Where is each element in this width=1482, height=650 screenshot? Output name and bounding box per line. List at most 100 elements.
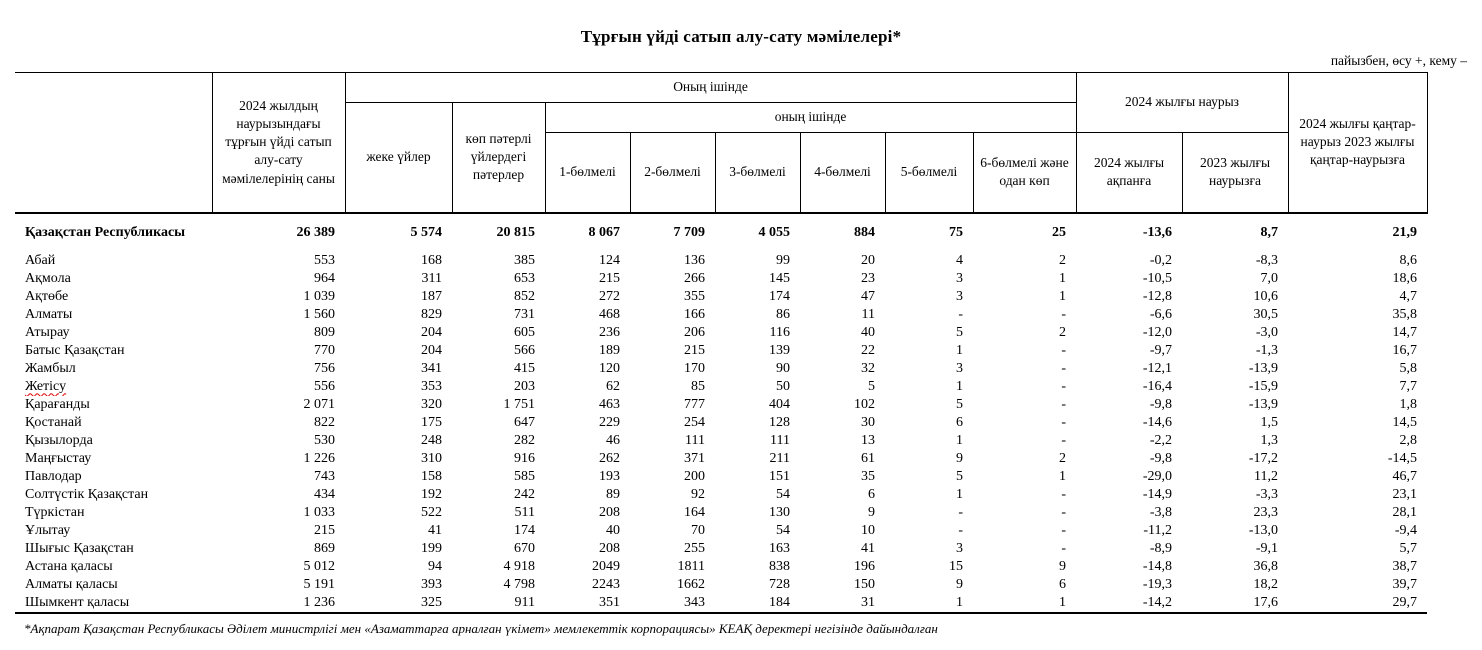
region-name: Абай	[25, 252, 56, 268]
value-cell: 54	[776, 522, 790, 538]
value-cell: 4	[956, 252, 963, 268]
value-cell: 23	[861, 270, 875, 286]
value-cell: -	[1061, 432, 1067, 448]
value-cell: 320	[421, 396, 442, 412]
value-cell: -9,8	[1149, 450, 1173, 466]
value-cell: 193	[599, 468, 620, 484]
table-row: Шымкент қаласы 1 236 325 911 351 343 184 31 1 1 -1…	[15, 593, 1428, 614]
value-cell: 1	[1059, 288, 1067, 304]
value-cell: 10,6	[1253, 288, 1279, 304]
value-cell: 1 751	[503, 396, 536, 412]
value-cell: -2,2	[1149, 432, 1173, 448]
value-cell: 187	[421, 288, 442, 304]
value-cell: 647	[514, 414, 535, 430]
value-cell: 5	[956, 468, 963, 484]
value-cell: 770	[314, 342, 335, 358]
value-cell: 3	[956, 360, 963, 376]
value-cell: 351	[545, 593, 630, 614]
value-cell: 86	[776, 306, 790, 322]
value-cell: 151	[769, 468, 790, 484]
value-cell: -3,3	[1255, 486, 1279, 502]
value-cell: 341	[421, 360, 442, 376]
value-cell: 25	[973, 211, 1077, 252]
header-march-2024: 2024 жылғы наурыз	[1075, 72, 1289, 133]
header-to-feb-2024: 2024 жылғы ақпанға	[1075, 132, 1183, 213]
value-cell: 2049	[592, 558, 620, 574]
value-cell: 272	[599, 288, 620, 304]
value-cell: 17,6	[1182, 593, 1289, 614]
value-cell: 2243	[592, 576, 620, 592]
value-cell: 5 191	[303, 576, 336, 592]
value-cell: 7,0	[1260, 270, 1279, 286]
region-name: Қарағанды	[25, 396, 90, 412]
value-cell: 38,7	[1392, 558, 1418, 574]
value-cell: 89	[606, 486, 620, 502]
header-region	[15, 72, 213, 213]
value-cell: 511	[514, 504, 535, 520]
value-cell: 145	[769, 270, 790, 286]
value-cell: 522	[421, 504, 442, 520]
value-cell: -14,5	[1387, 450, 1418, 466]
header-of-which-inner: оның ішінде	[544, 102, 1077, 133]
value-cell: -14,6	[1142, 414, 1173, 430]
value-cell: 208	[599, 504, 620, 520]
value-cell: 1	[956, 342, 963, 358]
value-cell: 6	[868, 486, 875, 502]
value-cell: 311	[421, 270, 442, 286]
region-name: Алматы	[25, 306, 73, 322]
value-cell: 120	[599, 360, 620, 376]
value-cell: 1	[885, 593, 973, 614]
value-cell: -6,6	[1149, 306, 1173, 322]
value-cell: 5 012	[303, 558, 336, 574]
value-cell: 2	[1059, 450, 1067, 466]
value-cell: 822	[314, 414, 335, 430]
value-cell: 111	[770, 432, 790, 448]
value-cell: 164	[684, 504, 705, 520]
value-cell: -3,8	[1149, 504, 1173, 520]
value-cell: 166	[684, 306, 705, 322]
value-cell: -	[1061, 540, 1067, 556]
value-cell: 385	[514, 252, 535, 268]
region-name: Ұлытау	[25, 522, 71, 538]
value-cell: 1 033	[303, 504, 336, 520]
header-room-3: 3-бөлмелі	[714, 132, 801, 213]
value-cell: 325	[345, 593, 452, 614]
value-cell: 9	[956, 576, 963, 592]
value-cell: 208	[599, 540, 620, 556]
value-cell: 16,7	[1392, 342, 1418, 358]
value-cell: 8,6	[1399, 252, 1418, 268]
value-cell: 809	[314, 324, 335, 340]
value-cell: 30,5	[1253, 306, 1279, 322]
value-cell: -	[1061, 504, 1067, 520]
table-row: Солтүстік Қазақстан 434 192 242 89 92 54 6 1 - -14…	[15, 486, 1427, 504]
value-cell: 911	[452, 593, 545, 614]
value-cell: 1662	[677, 576, 705, 592]
value-cell: 242	[514, 486, 535, 502]
value-cell: -14,9	[1142, 486, 1173, 502]
value-cell: 566	[514, 342, 535, 358]
value-cell: 175	[421, 414, 442, 430]
value-cell: 266	[684, 270, 705, 286]
value-cell: 116	[769, 324, 790, 340]
value-cell: 262	[599, 450, 620, 466]
value-cell: 756	[314, 360, 335, 376]
value-cell: -9,1	[1255, 540, 1279, 556]
value-cell: 41	[861, 540, 875, 556]
value-cell: 9	[868, 504, 875, 520]
header-apartments: көп пәтерлі үйлердегі пәтерлер	[451, 102, 546, 213]
header-transactions-count: 2024 жылдың наурызындағы тұрғын үйді сат…	[211, 72, 346, 213]
value-cell: 29,7	[1288, 593, 1428, 614]
value-cell: 1 560	[303, 306, 336, 322]
region-name: Түркістан	[25, 504, 85, 520]
table-row: Ақтөбе 1 039 187 852 272 355 174 47 3 1 -12,8 10,6 4…	[15, 288, 1427, 306]
value-cell: 50	[776, 378, 790, 394]
value-cell: 1	[956, 432, 963, 448]
value-cell: 168	[421, 252, 442, 268]
table-row: Түркістан 1 033 522 511 208 164 130 9 - - -3,8 23,3…	[15, 504, 1427, 522]
value-cell: 90	[776, 360, 790, 376]
value-cell: 4 055	[715, 211, 800, 252]
region-name: Жамбыл	[25, 360, 76, 376]
value-cell: 8 067	[545, 211, 630, 252]
value-cell: 1	[1059, 468, 1067, 484]
value-cell: -	[1061, 360, 1067, 376]
